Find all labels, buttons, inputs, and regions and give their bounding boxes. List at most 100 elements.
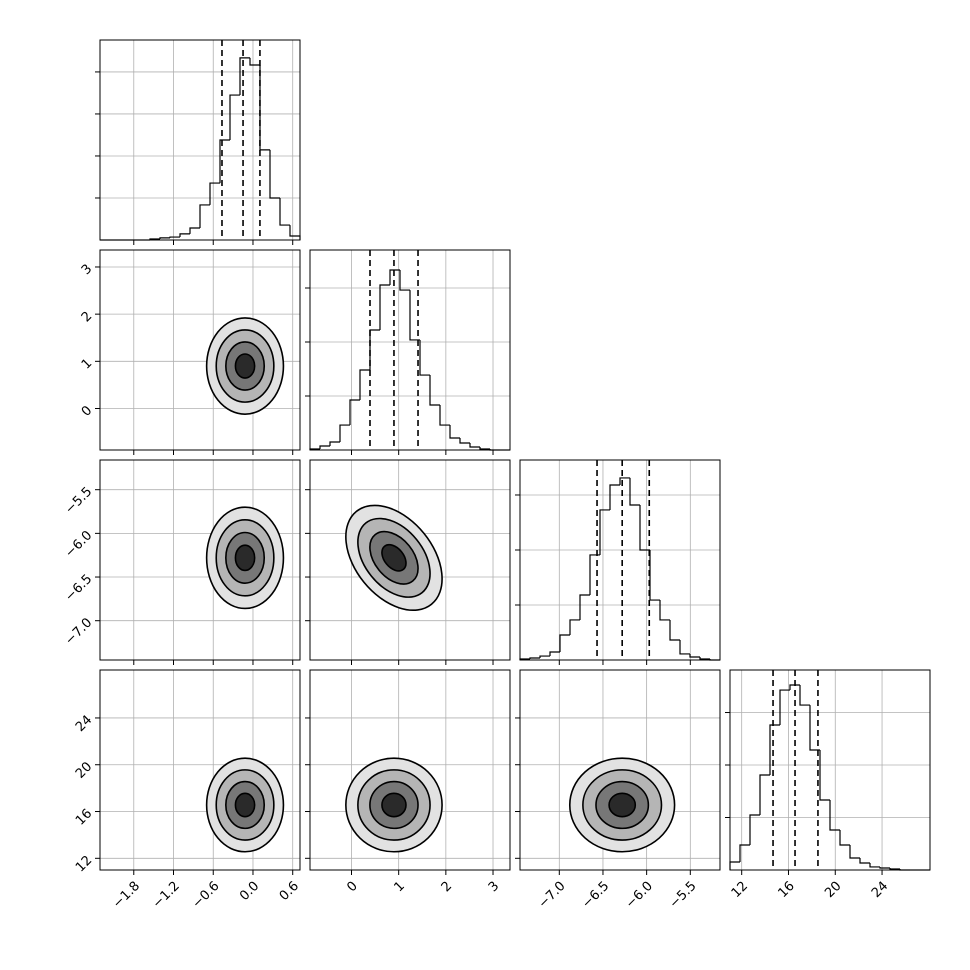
histogram-bin — [439, 404, 450, 426]
histogram-bin — [809, 705, 820, 751]
histogram-bin — [729, 861, 740, 870]
histogram-bin — [869, 862, 880, 868]
contours — [205, 317, 285, 415]
histogram-bin — [189, 227, 200, 234]
density-panel: −7.0 −6.5 −6.0 −5.5 — [62, 459, 301, 665]
histogram-bin — [629, 477, 640, 506]
contour-level — [381, 792, 407, 818]
histogram-bin — [689, 653, 700, 658]
y-tick-label: 12 — [73, 853, 95, 875]
x-tick-label: 1 — [392, 879, 408, 895]
x-tick-label: 0.6 — [277, 879, 302, 904]
contours — [205, 757, 285, 853]
x-tick-label: −0.6 — [190, 879, 223, 912]
histogram-bin — [669, 619, 680, 641]
x-tick-label: 24 — [869, 879, 891, 901]
contour-level — [608, 792, 637, 818]
histogram-bin — [339, 424, 350, 443]
histogram-bin — [679, 639, 690, 655]
histogram-bin — [349, 399, 360, 426]
x-tick-label: 20 — [822, 879, 844, 901]
histogram-bin — [749, 814, 760, 846]
contour-level — [234, 792, 256, 818]
histogram-panel — [515, 459, 721, 665]
y-tick-label: 20 — [73, 759, 95, 781]
histogram-bin — [639, 504, 650, 551]
contours — [205, 506, 285, 610]
x-tick-label: 3 — [486, 879, 502, 895]
histogram-bin — [329, 441, 340, 447]
histogram-bin — [759, 774, 770, 815]
y-tick-label: 16 — [73, 806, 95, 828]
histogram-bin — [239, 57, 250, 96]
density-panel: 0 1 2 3 — [305, 669, 511, 895]
histogram-bin — [319, 445, 330, 450]
histogram-bin — [429, 375, 440, 406]
histogram-bin — [289, 225, 301, 240]
histogram-bin — [769, 724, 780, 775]
panel-frame — [519, 669, 721, 871]
histogram-bin — [269, 149, 280, 199]
histogram-bin — [399, 269, 410, 291]
histogram-bin — [609, 484, 620, 510]
x-tick-label: 0.0 — [237, 879, 262, 904]
histogram-bin — [159, 237, 170, 239]
histogram-bin — [699, 657, 710, 660]
histogram-bin — [839, 830, 850, 846]
panel-frame — [309, 459, 511, 661]
histogram-bin — [659, 600, 670, 621]
histogram-bin — [739, 844, 750, 863]
y-tick-label: 2 — [79, 309, 95, 325]
y-tick-label: −5.5 — [62, 484, 95, 517]
x-tick-label: −1.2 — [150, 879, 183, 912]
histogram-bin — [379, 284, 390, 331]
density-panel: −7.0 −6.5 −6.0 −5.5 — [515, 669, 721, 912]
contours — [345, 504, 443, 612]
x-tick-label: 2 — [439, 879, 455, 895]
histogram-bin — [779, 689, 790, 726]
histogram-bin — [219, 139, 230, 184]
x-tick-label: −1.8 — [110, 879, 143, 912]
histogram-bin — [649, 549, 660, 601]
histogram-bin — [199, 204, 210, 229]
y-tick-label: 0 — [79, 403, 95, 419]
density-panel: 0 1 2 3 — [79, 249, 301, 455]
histogram-bin — [409, 290, 420, 341]
histogram-bin — [469, 442, 480, 448]
histogram-panel — [95, 39, 301, 245]
histogram-bin — [449, 425, 460, 439]
x-tick-label: 0 — [344, 879, 360, 895]
histogram-bin — [529, 657, 540, 660]
panel-frame — [729, 669, 931, 871]
histogram-bin — [169, 236, 180, 238]
histogram-bin — [579, 594, 590, 620]
histogram-bin — [859, 858, 870, 864]
panel-frame — [519, 459, 721, 661]
panel-frame — [309, 249, 511, 451]
histogram-bin — [229, 94, 240, 140]
y-tick-label: −6.5 — [62, 572, 95, 605]
histogram-bin — [619, 477, 630, 485]
y-tick-label: 3 — [79, 262, 95, 278]
histogram-bin — [559, 634, 570, 652]
panel-frame — [309, 669, 511, 871]
histogram-bin — [179, 233, 190, 238]
x-tick-label: −6.0 — [623, 879, 656, 912]
y-tick-label: 1 — [79, 356, 95, 372]
histogram-bin — [889, 868, 900, 870]
histogram-bin — [259, 65, 270, 151]
histogram-bin — [819, 750, 830, 801]
panel-frame — [99, 249, 301, 451]
histogram-bin — [249, 57, 260, 66]
x-tick-label: −6.5 — [579, 879, 612, 912]
histogram-bin — [589, 554, 600, 595]
histogram-bin — [459, 438, 470, 444]
histogram-panel — [305, 249, 511, 455]
histogram-bin — [359, 369, 370, 400]
contours — [568, 757, 676, 853]
histogram-bin — [369, 329, 380, 370]
contour-level — [381, 543, 407, 572]
histogram-bin — [389, 269, 400, 285]
histogram-bin — [549, 651, 560, 657]
